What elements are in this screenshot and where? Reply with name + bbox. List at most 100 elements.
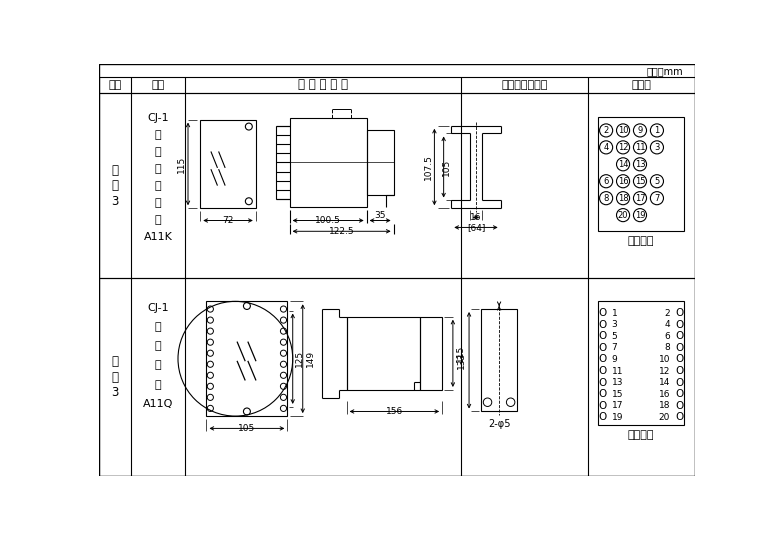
Text: 15: 15 — [611, 389, 623, 399]
Text: 14: 14 — [618, 160, 628, 169]
Bar — [481, 309, 517, 411]
Text: 7: 7 — [654, 194, 659, 203]
Text: O: O — [598, 378, 606, 387]
Text: O: O — [598, 366, 606, 376]
Text: O: O — [675, 355, 683, 364]
Text: 4: 4 — [604, 143, 608, 152]
Text: O: O — [598, 389, 606, 399]
Text: 19: 19 — [635, 211, 646, 220]
Text: 图号: 图号 — [108, 80, 122, 90]
Text: 4: 4 — [664, 320, 670, 330]
Text: （前视）: （前视） — [628, 430, 654, 440]
Text: O: O — [675, 343, 683, 353]
Text: 16: 16 — [618, 177, 628, 186]
Text: 9: 9 — [611, 355, 617, 364]
Text: O: O — [598, 308, 606, 318]
Text: 式: 式 — [155, 164, 161, 174]
Text: 前: 前 — [155, 341, 161, 351]
Text: 11: 11 — [635, 143, 646, 152]
Text: 20: 20 — [659, 412, 670, 422]
Bar — [420, 317, 442, 390]
Text: O: O — [675, 320, 683, 330]
Text: 13: 13 — [635, 160, 646, 169]
Text: 13: 13 — [611, 378, 623, 387]
Text: 10: 10 — [659, 355, 670, 364]
Text: O: O — [675, 331, 683, 341]
Text: O: O — [675, 412, 683, 422]
Text: 结构: 结构 — [152, 80, 165, 90]
Text: O: O — [598, 412, 606, 422]
Text: 18: 18 — [659, 401, 670, 410]
Bar — [207, 301, 287, 416]
Text: 接: 接 — [155, 360, 161, 370]
Bar — [289, 118, 367, 207]
Text: 2: 2 — [604, 126, 608, 135]
Bar — [98, 94, 695, 278]
Text: 149: 149 — [306, 350, 315, 368]
Text: O: O — [598, 401, 606, 411]
Text: 11: 11 — [611, 366, 623, 376]
Text: 10: 10 — [618, 126, 628, 135]
Text: （背视）: （背视） — [628, 236, 654, 246]
Text: 122.5: 122.5 — [329, 227, 354, 236]
Text: 17: 17 — [635, 194, 646, 203]
Text: 105: 105 — [238, 424, 255, 433]
Text: CJ-1: CJ-1 — [147, 302, 169, 312]
Text: 133: 133 — [457, 351, 466, 369]
Text: 105: 105 — [441, 158, 450, 175]
Bar — [598, 117, 684, 231]
Text: 2-φ5: 2-φ5 — [488, 419, 510, 429]
Text: O: O — [598, 343, 606, 353]
Text: 16: 16 — [471, 213, 481, 222]
Text: 12: 12 — [659, 366, 670, 376]
Text: 3: 3 — [654, 143, 659, 152]
Text: 板: 板 — [155, 322, 161, 332]
Text: 115: 115 — [456, 345, 465, 362]
Text: 156: 156 — [385, 407, 403, 416]
Text: 107.5: 107.5 — [423, 154, 433, 180]
Text: A11Q: A11Q — [142, 399, 173, 409]
Text: 18: 18 — [618, 194, 628, 203]
Text: 附: 附 — [111, 355, 118, 368]
Text: O: O — [675, 378, 683, 387]
Text: 8: 8 — [604, 194, 609, 203]
Text: 7: 7 — [611, 343, 617, 353]
Text: 6: 6 — [604, 177, 609, 186]
Text: 入: 入 — [155, 147, 161, 157]
Text: 线: 线 — [155, 379, 161, 389]
Text: 125: 125 — [295, 350, 304, 368]
Text: 8: 8 — [664, 343, 670, 353]
Text: [64]: [64] — [467, 223, 485, 232]
Text: 12: 12 — [618, 143, 628, 152]
Text: 16: 16 — [659, 389, 670, 399]
Text: 5: 5 — [611, 332, 617, 341]
Text: 3: 3 — [111, 195, 118, 208]
Text: O: O — [675, 389, 683, 399]
Bar — [598, 301, 684, 425]
Text: 5: 5 — [654, 177, 659, 186]
Bar — [347, 317, 420, 390]
Text: 19: 19 — [611, 412, 623, 422]
Text: 17: 17 — [611, 401, 623, 410]
Text: 单位：mm: 单位：mm — [647, 66, 683, 76]
Text: O: O — [675, 308, 683, 318]
Text: 3: 3 — [111, 386, 118, 399]
Text: 6: 6 — [664, 332, 670, 341]
Text: 附: 附 — [111, 164, 118, 177]
Text: 后: 后 — [155, 181, 161, 191]
Text: 2: 2 — [664, 309, 670, 318]
Text: 图: 图 — [111, 371, 118, 384]
Bar — [200, 120, 255, 208]
Text: O: O — [675, 401, 683, 411]
Bar — [98, 77, 695, 94]
Text: 1: 1 — [611, 309, 617, 318]
Text: A11K: A11K — [143, 232, 173, 242]
Text: 图: 图 — [111, 179, 118, 193]
Text: 20: 20 — [618, 211, 628, 220]
Text: 14: 14 — [659, 378, 670, 387]
Bar — [367, 129, 394, 195]
Text: 9: 9 — [637, 126, 642, 135]
Text: 接: 接 — [155, 198, 161, 208]
Text: 端子图: 端子图 — [632, 80, 652, 90]
Text: 15: 15 — [635, 177, 646, 186]
